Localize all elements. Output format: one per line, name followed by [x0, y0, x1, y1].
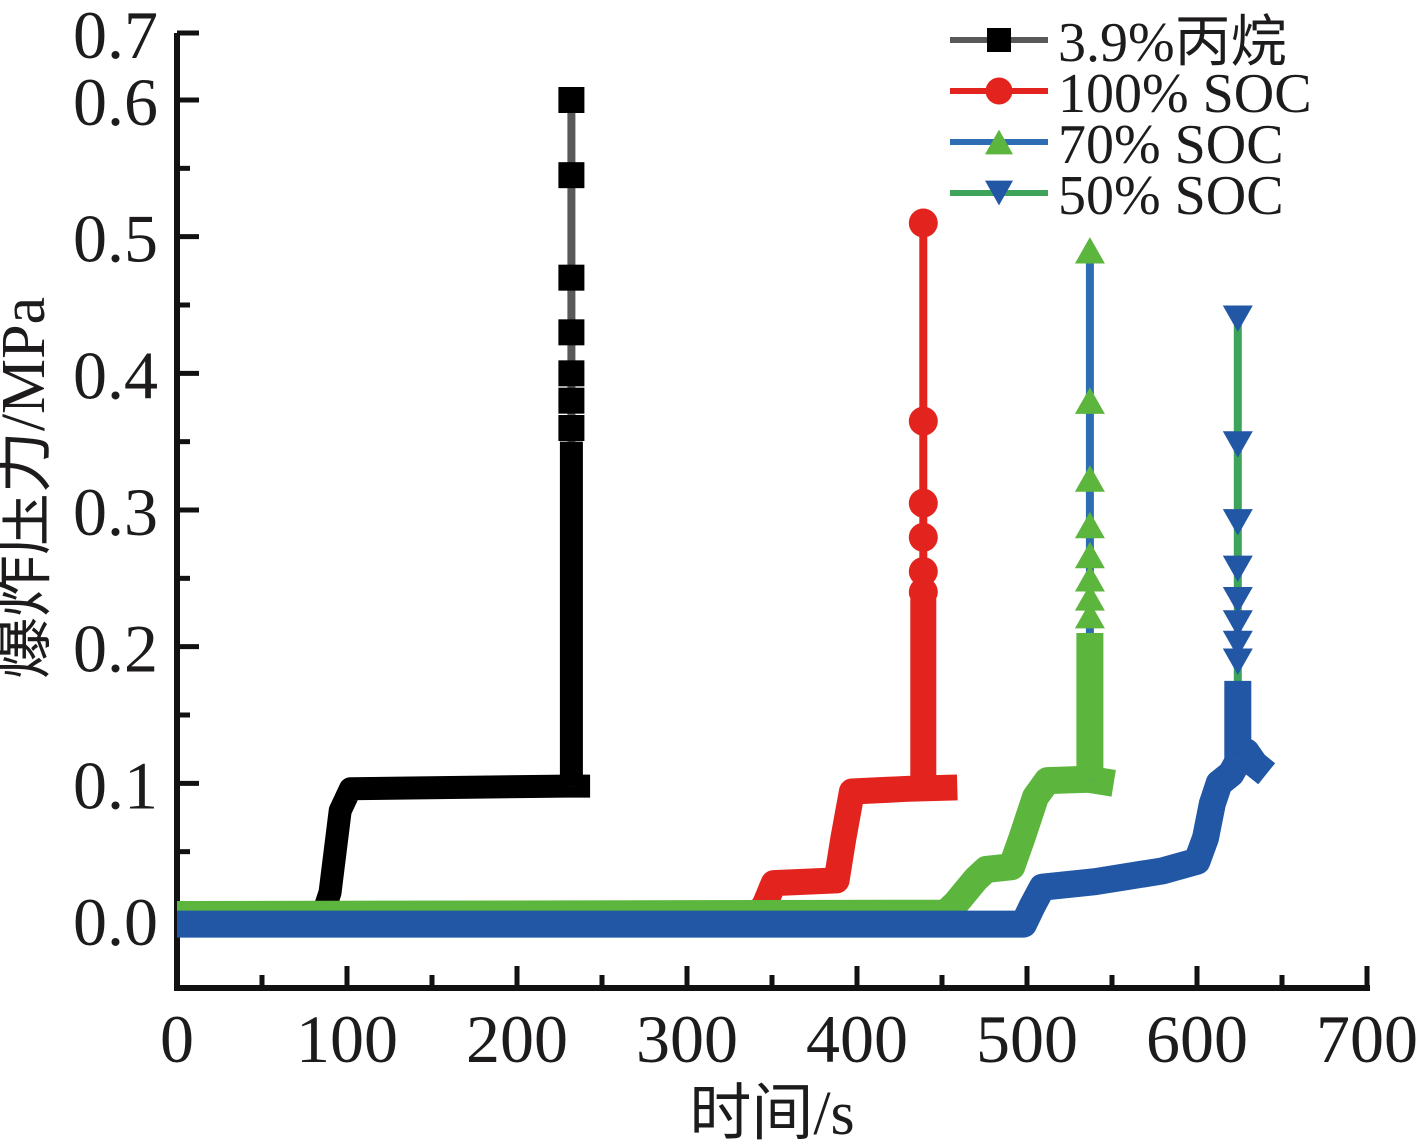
series-70-soc-marker: [1074, 387, 1105, 414]
x-tick-label-700: 700: [1316, 1001, 1418, 1077]
y-axis-title: 爆炸压力/MPa: [0, 297, 58, 679]
x-tick-label-100: 100: [296, 1001, 398, 1077]
series-3-9-marker: [558, 264, 585, 291]
series-50-soc-marker: [1222, 509, 1253, 536]
series-50-soc-marker: [1222, 555, 1253, 582]
series-3-9-marker: [558, 414, 585, 441]
series-70-soc: [176, 237, 1116, 929]
x-axis-title: 时间/s: [689, 1080, 854, 1148]
x-tick-label-0: 0: [160, 1001, 194, 1077]
series-70-soc-marker: [1074, 511, 1105, 539]
series-70-soc-marker: [1074, 565, 1105, 592]
series-100-soc-marker: [908, 488, 938, 518]
series-100-soc-marker: [908, 556, 938, 586]
series-layer: [176, 86, 1276, 938]
y-tick-label-0.5: 0.5: [73, 201, 158, 277]
legend-item-70-soc: 70% SOC: [950, 114, 1284, 176]
series-3-9-marker: [558, 162, 585, 189]
series-70-soc-band: [176, 765, 1116, 929]
legend-marker-50-soc: [985, 180, 1013, 206]
legend-item-100-soc: 100% SOC: [950, 63, 1312, 125]
series-70-soc-marker: [1074, 541, 1105, 569]
series-70-soc-marker: [1074, 237, 1105, 264]
x-tick-label-400: 400: [806, 1001, 908, 1077]
series-50-soc-marker: [1222, 610, 1253, 637]
series-70-soc-marker: [1074, 465, 1105, 492]
legend-item-3-9: 3.9%丙烷: [950, 12, 1287, 74]
legend-marker-70-soc: [985, 129, 1013, 155]
series-70-soc-marker: [1074, 602, 1105, 629]
legend-label-50-soc: 50% SOC: [1058, 165, 1284, 227]
y-tick-label-0.6: 0.6: [73, 64, 158, 140]
y-tick-label-0.4: 0.4: [73, 337, 158, 413]
legend-label-100-soc: 100% SOC: [1058, 63, 1312, 125]
legend-marker-100-soc: [985, 77, 1013, 105]
series-100-soc-marker: [908, 406, 938, 436]
legend-item-50-soc: 50% SOC: [950, 165, 1284, 227]
legend-marker-3-9: [987, 28, 1011, 52]
y-tick-label-0.3: 0.3: [73, 474, 158, 550]
series-3-9-marker: [558, 387, 585, 414]
legend-label-70-soc: 70% SOC: [1058, 114, 1284, 176]
series-50-soc-marker: [1222, 305, 1253, 332]
series-50-soc-marker: [1222, 648, 1253, 675]
x-tick-label-500: 500: [976, 1001, 1078, 1077]
series-70-soc-marker: [1074, 584, 1105, 611]
series-3-9-marker: [558, 319, 585, 346]
series-100-soc-marker: [908, 577, 938, 607]
y-tick-label-0.2: 0.2: [73, 611, 158, 687]
series-3-9-marker: [558, 360, 585, 387]
series-100-soc-marker: [908, 208, 938, 238]
series-50-soc-marker: [1222, 586, 1253, 614]
y-tick-label-0.0: 0.0: [73, 884, 158, 960]
y-tick-label-0.1: 0.1: [73, 747, 158, 823]
series-100-soc-marker: [908, 522, 938, 552]
x-tick-label-300: 300: [636, 1001, 738, 1077]
x-tick-label-600: 600: [1146, 1001, 1248, 1077]
legend-label-3-9: 3.9%丙烷: [1058, 12, 1287, 74]
series-50-soc-marker: [1222, 630, 1253, 658]
series-50-soc-marker: [1222, 431, 1253, 458]
x-tick-label-200: 200: [466, 1001, 568, 1077]
series-3-9-marker: [558, 86, 585, 113]
y-tick-label-0.7: 0.7: [73, 0, 158, 73]
axes-layer: 0 100 200 300 400 500 600 700 0.0 0.1 0.2 0.3 0.4 0.5…: [73, 0, 1418, 1077]
series-50-soc: [177, 305, 1276, 938]
